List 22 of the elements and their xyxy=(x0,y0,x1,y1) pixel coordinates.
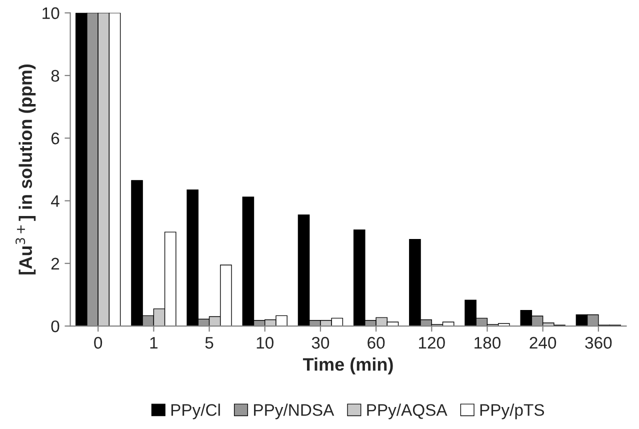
x-tick-label: 360 xyxy=(585,336,612,349)
y-tick-label: 10 xyxy=(42,7,60,20)
x-tick-label: 0 xyxy=(94,336,102,349)
y-tick-label: 8 xyxy=(51,70,60,82)
y-tick-label: 0 xyxy=(51,320,60,332)
x-tick-label: 5 xyxy=(205,337,214,349)
x-tick-label: 10 xyxy=(256,336,274,349)
x-tick-label: 240 xyxy=(530,336,556,349)
y-tick-label: 4 xyxy=(50,195,60,207)
x-tick-label: 60 xyxy=(368,336,385,349)
x-tick-label: 30 xyxy=(312,336,330,349)
x-tick-label: 120 xyxy=(419,336,445,349)
legend-label: PPy/Cl xyxy=(171,404,220,420)
y-tick-label: 2 xyxy=(51,258,60,270)
x-tick-label: 1 xyxy=(150,337,158,349)
legend-label: PPy/pTS xyxy=(480,404,544,420)
y-axis-title: [Au$^{3+}$] in solution (ppm) xyxy=(16,64,36,274)
legend-label: PPy/NDSA xyxy=(254,404,334,420)
y-tick-label: 6 xyxy=(51,132,60,144)
legend-label: PPy/AQSA xyxy=(367,404,448,420)
x-tick-label: 180 xyxy=(474,336,500,349)
x-axis-title: Time (min) xyxy=(302,358,393,374)
